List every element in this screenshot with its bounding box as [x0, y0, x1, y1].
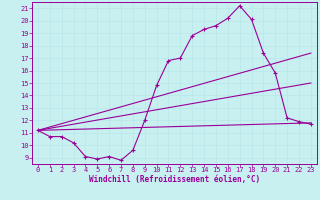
X-axis label: Windchill (Refroidissement éolien,°C): Windchill (Refroidissement éolien,°C): [89, 175, 260, 184]
